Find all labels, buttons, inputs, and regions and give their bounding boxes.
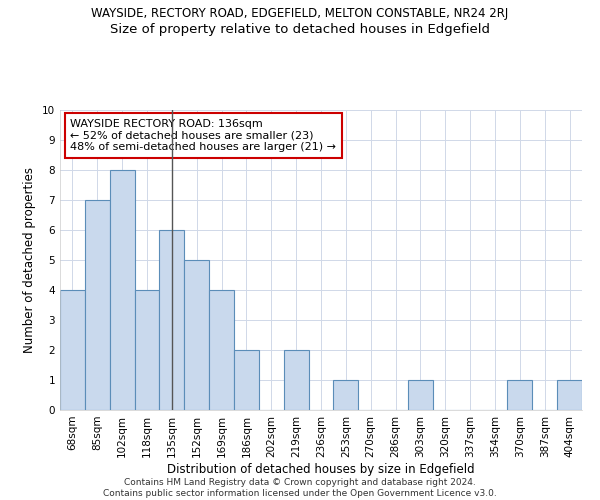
Bar [508, 380, 532, 410]
Bar [334, 380, 358, 410]
Bar [408, 380, 433, 410]
Bar [234, 350, 259, 410]
Bar [184, 260, 209, 410]
Bar [557, 380, 582, 410]
Bar [110, 170, 134, 410]
X-axis label: Distribution of detached houses by size in Edgefield: Distribution of detached houses by size … [167, 462, 475, 475]
Text: Contains HM Land Registry data © Crown copyright and database right 2024.
Contai: Contains HM Land Registry data © Crown c… [103, 478, 497, 498]
Text: WAYSIDE, RECTORY ROAD, EDGEFIELD, MELTON CONSTABLE, NR24 2RJ: WAYSIDE, RECTORY ROAD, EDGEFIELD, MELTON… [91, 8, 509, 20]
Bar [209, 290, 234, 410]
Bar [60, 290, 85, 410]
Text: Size of property relative to detached houses in Edgefield: Size of property relative to detached ho… [110, 22, 490, 36]
Y-axis label: Number of detached properties: Number of detached properties [23, 167, 37, 353]
Bar [85, 200, 110, 410]
Bar [284, 350, 308, 410]
Text: WAYSIDE RECTORY ROAD: 136sqm
← 52% of detached houses are smaller (23)
48% of se: WAYSIDE RECTORY ROAD: 136sqm ← 52% of de… [70, 119, 337, 152]
Bar [160, 230, 184, 410]
Bar [134, 290, 160, 410]
